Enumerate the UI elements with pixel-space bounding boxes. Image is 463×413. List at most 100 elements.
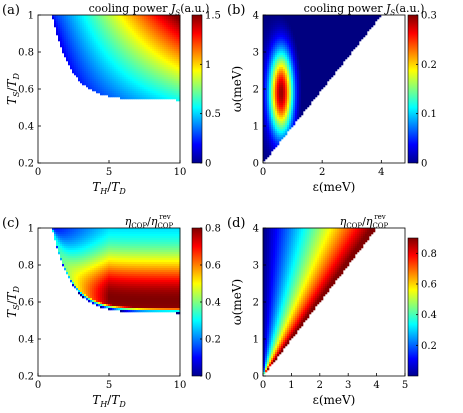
heatmap-cell [297, 51, 300, 54]
heatmap-cell [94, 67, 97, 70]
heatmap-cell [130, 230, 133, 233]
heatmap-cell [287, 71, 290, 74]
heatmap-cell [283, 57, 286, 60]
heatmap-cell [150, 67, 153, 70]
heatmap-cell [271, 107, 274, 110]
heatmap-cell [285, 45, 288, 48]
heatmap-cell [267, 127, 270, 130]
heatmap-cell [134, 240, 137, 243]
heatmap-cell [343, 59, 346, 62]
heatmap-cell [138, 23, 141, 26]
heatmap-cell [174, 65, 177, 68]
heatmap-cell [106, 43, 109, 46]
heatmap-cell [122, 39, 125, 42]
heatmap-cell [339, 33, 342, 36]
heatmap-cell [138, 45, 141, 48]
heatmap-cell [144, 39, 147, 42]
heatmap-cell [116, 41, 119, 44]
heatmap-cell [120, 49, 123, 52]
heatmap-cell [277, 93, 280, 96]
heatmap-cell [126, 85, 129, 88]
heatmap-cell [102, 57, 105, 60]
heatmap-cell [92, 45, 95, 48]
heatmap-cell [265, 101, 268, 104]
heatmap-cell [277, 47, 280, 50]
heatmap-cell [128, 71, 131, 74]
heatmap-cell [94, 240, 97, 243]
heatmap-cell [132, 87, 135, 90]
heatmap-cell [317, 81, 320, 84]
heatmap-cell [319, 43, 322, 46]
heatmap-cell [146, 87, 149, 90]
heatmap-cell [174, 51, 177, 54]
heatmap-cell [90, 61, 93, 64]
heatmap-cell [319, 69, 322, 72]
heatmap-cell [289, 31, 292, 34]
heatmap-cell [325, 37, 328, 40]
heatmap-cell [104, 234, 107, 237]
heatmap-cell [273, 113, 276, 116]
heatmap-cell [112, 236, 115, 239]
heatmap-cell [110, 17, 113, 20]
heatmap-cell [124, 77, 127, 80]
heatmap-cell [98, 228, 101, 231]
heatmap-cell [335, 39, 338, 42]
heatmap-cell [58, 27, 61, 30]
heatmap-cell [170, 39, 173, 42]
heatmap-cell [70, 17, 73, 20]
heatmap-cell [162, 89, 165, 92]
heatmap-cell [317, 75, 320, 78]
heatmap-cell [80, 27, 83, 30]
heatmap-cell [351, 35, 354, 38]
heatmap-cell [58, 23, 61, 26]
heatmap-cell [116, 61, 119, 64]
heatmap-cell [281, 109, 284, 112]
heatmap-cell [74, 27, 77, 30]
heatmap-cell [128, 29, 131, 32]
heatmap-cell [68, 45, 71, 48]
heatmap-cell [267, 63, 270, 66]
heatmap-cell [144, 83, 147, 86]
heatmap-cell [311, 99, 314, 102]
heatmap-cell [164, 41, 167, 44]
heatmap-cell [293, 15, 296, 18]
heatmap-cell [154, 37, 157, 40]
heatmap-cell [279, 71, 282, 74]
heatmap-cell [277, 123, 280, 126]
heatmap-cell [263, 139, 266, 142]
heatmap-cell [271, 101, 274, 104]
heatmap-cell [271, 37, 274, 40]
heatmap-cell [303, 109, 306, 112]
heatmap-cell [297, 17, 300, 20]
heatmap-cell [349, 15, 352, 18]
heatmap-cell [98, 79, 101, 82]
heatmap-cell [82, 232, 85, 235]
heatmap-cell [96, 238, 99, 241]
heatmap-cell [275, 97, 278, 100]
heatmap-cell [281, 59, 284, 62]
heatmap-cell [323, 31, 326, 34]
heatmap-cell [357, 29, 360, 32]
heatmap-cell [285, 57, 288, 60]
heatmap-cell [80, 57, 83, 60]
heatmap-cell [82, 21, 85, 24]
heatmap-cell [118, 65, 121, 68]
heatmap-cell [66, 55, 69, 58]
heatmap-cell [313, 19, 316, 22]
heatmap-cell [136, 59, 139, 62]
heatmap-cell [72, 17, 75, 20]
heatmap-cell [277, 121, 280, 124]
heatmap-cell [102, 61, 105, 64]
heatmap-cell [341, 27, 344, 30]
heatmap-cell [327, 61, 330, 64]
heatmap-cell [140, 83, 143, 86]
heatmap-cell [106, 77, 109, 80]
heatmap-cell [96, 67, 99, 70]
heatmap-cell [142, 238, 145, 241]
heatmap-cell [66, 49, 69, 52]
heatmap-cell [110, 47, 113, 50]
heatmap-cell [303, 23, 306, 26]
heatmap-cell [329, 21, 332, 24]
heatmap-cell [156, 228, 159, 231]
